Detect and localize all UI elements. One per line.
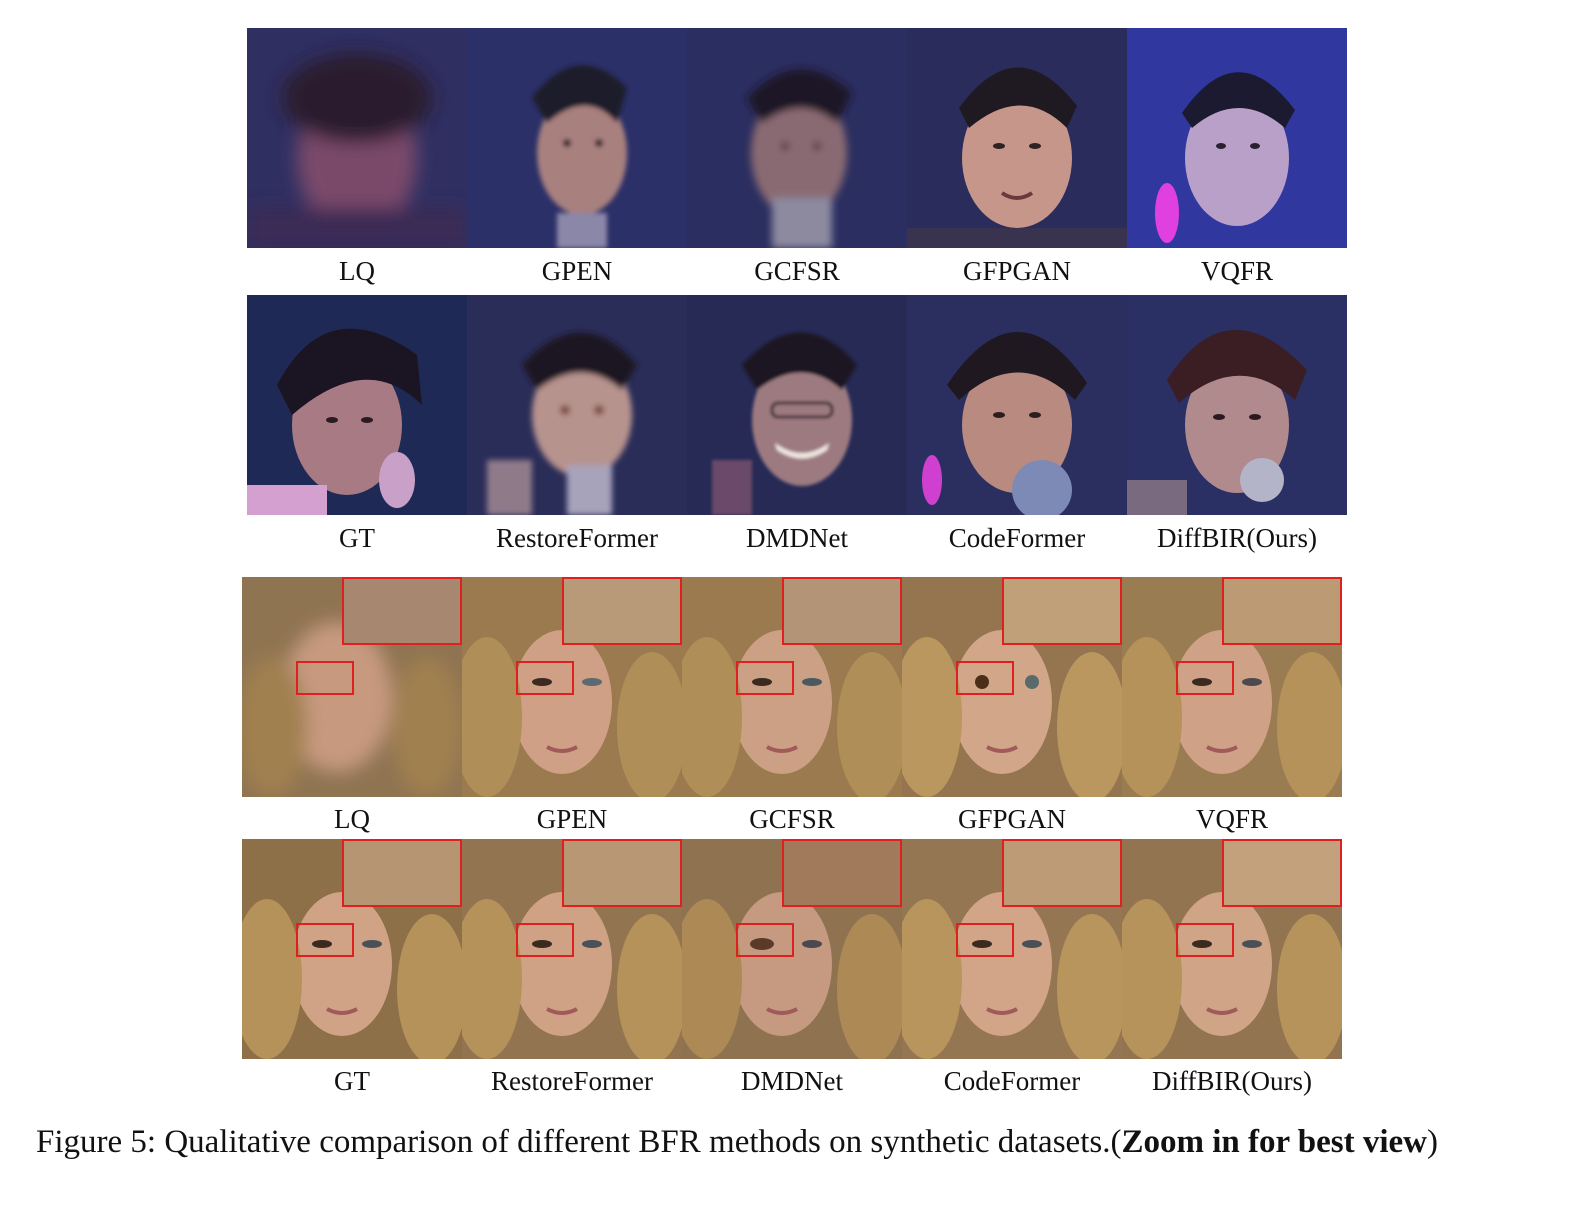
face-image-vqfr xyxy=(1127,28,1347,248)
method-label: VQFR xyxy=(1195,804,1269,834)
face-image-gcfsr xyxy=(682,577,902,797)
man-face-gcfsr xyxy=(687,28,907,248)
method-label: DiffBIR(Ours) xyxy=(1152,1066,1312,1096)
caption-text: Qualitative comparison of different BFR … xyxy=(156,1124,1122,1160)
panel-a-row1-labels: LQ GPEN GCFSR GFPGAN VQFR xyxy=(247,256,1347,286)
face-image-restoreformer xyxy=(462,839,682,1059)
zoom-inset xyxy=(782,577,902,645)
method-label: RestoreFormer xyxy=(491,1066,653,1096)
face-image-diffbir xyxy=(1127,295,1347,515)
man-face-dmdnet xyxy=(687,295,907,515)
zoom-region-box xyxy=(736,923,794,957)
panel-a-row1-images xyxy=(247,28,1347,248)
zoom-region-box xyxy=(1176,923,1234,957)
method-label: LQ xyxy=(334,804,370,834)
man-face-diffbir xyxy=(1127,295,1347,515)
man-face-gfpgan xyxy=(907,28,1127,248)
man-face-vqfr xyxy=(1127,28,1347,248)
zoom-region-box xyxy=(516,661,574,695)
panel-b-row1-labels: LQ GPEN GCFSR GFPGAN VQFR xyxy=(242,804,1342,834)
method-label: CodeFormer xyxy=(943,1066,1081,1096)
face-image-lq xyxy=(247,28,467,248)
panel-b-row2-labels: GT RestoreFormer DMDNet CodeFormer DiffB… xyxy=(242,1066,1342,1096)
panel-b-row2-images xyxy=(242,839,1342,1059)
man-face-gpen xyxy=(467,28,687,248)
face-image-gfpgan xyxy=(902,577,1122,797)
zoom-inset xyxy=(782,839,902,907)
method-label: LQ xyxy=(339,256,375,286)
panel-a-row2-images xyxy=(247,295,1347,515)
zoom-region-box xyxy=(956,661,1014,695)
method-label: DMDNet xyxy=(741,1066,843,1096)
zoom-region-box xyxy=(1176,661,1234,695)
method-label: GCFSR xyxy=(754,256,840,286)
caption-prefix: Figure 5: xyxy=(36,1124,157,1160)
zoom-region-box xyxy=(736,661,794,695)
method-label: GT xyxy=(339,523,375,553)
face-image-diffbir xyxy=(1122,839,1342,1059)
zoom-region-box xyxy=(516,923,574,957)
method-label: DiffBIR(Ours) xyxy=(1157,523,1317,553)
face-image-gpen xyxy=(462,577,682,797)
face-image-dmdnet xyxy=(682,839,902,1059)
zoom-inset xyxy=(1002,577,1122,645)
method-label: GCFSR xyxy=(749,804,835,834)
man-face-ground-truth xyxy=(247,295,467,515)
man-face-codeformer xyxy=(907,295,1127,515)
face-image-lq xyxy=(242,577,462,797)
zoom-region-box xyxy=(296,923,354,957)
panel-a-row2-labels: GT RestoreFormer DMDNet CodeFormer DiffB… xyxy=(247,523,1347,553)
zoom-region-box xyxy=(956,923,1014,957)
zoom-inset xyxy=(342,839,462,907)
method-label: GFPGAN xyxy=(962,256,1072,286)
man-face-blurred xyxy=(247,28,467,248)
caption-suffix: ) xyxy=(1427,1124,1438,1160)
zoom-inset xyxy=(562,577,682,645)
zoom-inset xyxy=(1222,839,1342,907)
zoom-region-box xyxy=(296,661,354,695)
method-label: GFPGAN xyxy=(957,804,1067,834)
face-image-gt xyxy=(247,295,467,515)
caption-bold-text: Zoom in for best view xyxy=(1121,1124,1427,1160)
face-image-restoreformer xyxy=(467,295,687,515)
method-label: VQFR xyxy=(1200,256,1274,286)
face-image-gt xyxy=(242,839,462,1059)
zoom-inset xyxy=(562,839,682,907)
face-image-gcfsr xyxy=(687,28,907,248)
face-image-gpen xyxy=(467,28,687,248)
zoom-inset xyxy=(1002,839,1122,907)
method-label: GT xyxy=(334,1066,370,1096)
man-face-restoreformer xyxy=(467,295,687,515)
face-image-codeformer xyxy=(902,839,1122,1059)
zoom-inset xyxy=(342,577,462,645)
method-label: GPEN xyxy=(541,256,613,286)
method-label: RestoreFormer xyxy=(496,523,658,553)
face-image-dmdnet xyxy=(687,295,907,515)
method-label: CodeFormer xyxy=(948,523,1086,553)
panel-b-row1-images xyxy=(242,577,1342,797)
face-image-vqfr xyxy=(1122,577,1342,797)
zoom-inset xyxy=(1222,577,1342,645)
method-label: DMDNet xyxy=(746,523,848,553)
face-image-codeformer xyxy=(907,295,1127,515)
figure-caption: Figure 5: Qualitative comparison of diff… xyxy=(36,1122,1576,1162)
face-image-gfpgan xyxy=(907,28,1127,248)
method-label: GPEN xyxy=(536,804,608,834)
